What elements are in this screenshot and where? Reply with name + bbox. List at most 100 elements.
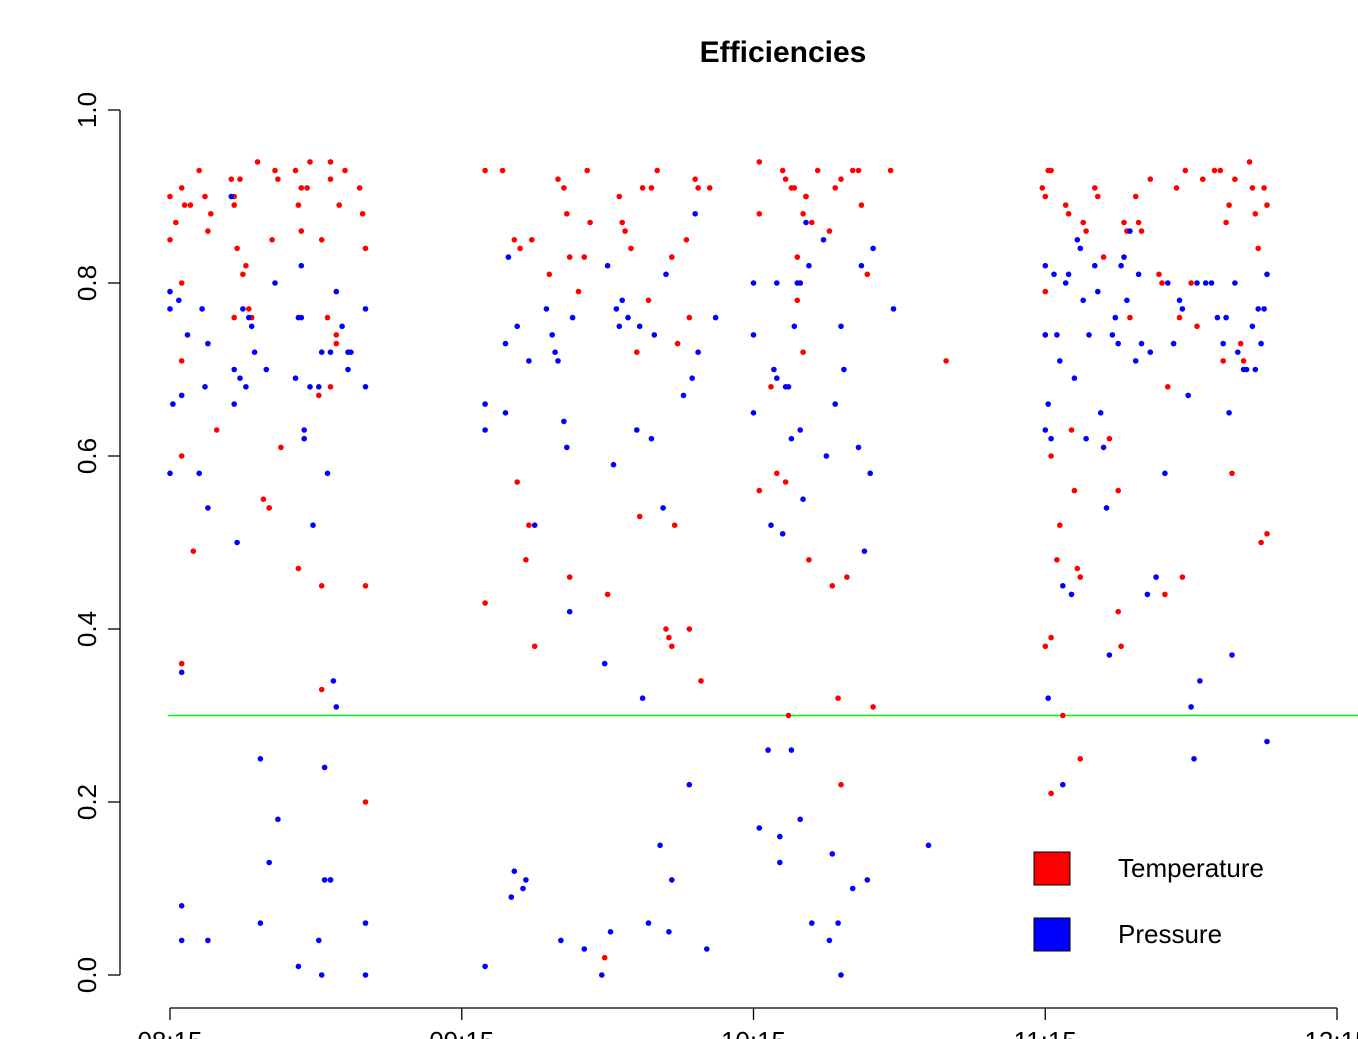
pressure-series — [167, 193, 1270, 978]
temperature-point — [555, 176, 561, 182]
pressure-point — [1264, 738, 1270, 745]
pressure-point — [925, 842, 932, 849]
pressure-point — [318, 972, 325, 978]
pressure-point — [774, 375, 780, 382]
temperature-point — [564, 211, 570, 217]
temperature-point — [316, 392, 322, 399]
temperature-point — [362, 583, 369, 589]
pressure-point — [797, 427, 803, 433]
temperature-point — [683, 237, 690, 243]
temperature-point — [779, 167, 786, 174]
temperature-point — [275, 176, 281, 182]
pressure-point — [526, 358, 532, 364]
pressure-point — [645, 920, 652, 926]
pressure-point — [362, 920, 369, 926]
pressure-point — [636, 323, 643, 330]
pressure-point — [704, 946, 710, 952]
temperature-point — [333, 340, 340, 347]
x-axis: 08:15 09:15 10:15 11:15 12:15 — [137, 1007, 1358, 1039]
temperature-point — [228, 176, 235, 182]
temperature-point — [517, 245, 523, 252]
pressure-point — [561, 418, 567, 425]
temperature-point — [1065, 211, 1072, 217]
pressure-point — [1112, 314, 1119, 321]
pressure-point — [750, 410, 757, 416]
pressure-point — [333, 288, 340, 295]
temperature-point — [794, 254, 801, 260]
pressure-point — [1255, 306, 1261, 312]
temperature-point — [1068, 427, 1075, 433]
temperature-point — [1048, 453, 1054, 459]
pressure-point — [829, 851, 836, 857]
temperature-point — [1156, 271, 1162, 278]
temperature-point — [695, 185, 701, 191]
pressure-point — [1097, 410, 1104, 416]
pressure-point — [523, 877, 529, 883]
temperature-point — [870, 704, 876, 710]
pressure-point — [202, 384, 208, 390]
temperature-point — [692, 176, 698, 182]
temperature-point — [838, 781, 844, 788]
pressure-point — [1060, 781, 1066, 788]
pressure-point — [1162, 470, 1168, 477]
pressure-point — [1057, 358, 1063, 364]
y-tick-label: 0.0 — [72, 957, 102, 993]
temperature-point — [173, 219, 179, 226]
temperature-point — [1182, 167, 1189, 174]
temperature-point — [1159, 280, 1165, 286]
pressure-point — [823, 453, 830, 459]
temperature-point — [669, 254, 675, 260]
pressure-point — [803, 219, 809, 226]
pressure-point — [318, 349, 325, 356]
pressure-point — [228, 193, 235, 200]
temperature-point — [1057, 522, 1063, 528]
temperature-point — [791, 185, 798, 191]
temperature-point — [531, 643, 538, 650]
temperature-point — [178, 185, 185, 191]
pressure-point — [257, 920, 264, 926]
pressure-legend-swatch — [1033, 917, 1071, 952]
pressure-point — [604, 262, 611, 269]
pressure-point — [1121, 254, 1127, 260]
pressure-point — [639, 695, 646, 701]
pressure-point — [849, 885, 856, 892]
pressure-point — [1188, 704, 1194, 710]
pressure-point — [1202, 280, 1209, 286]
pressure-point — [788, 435, 795, 442]
temperature-point — [1220, 358, 1226, 364]
temperature-point — [800, 211, 806, 217]
pressure-point — [348, 349, 354, 356]
temperature-point — [838, 176, 844, 182]
pressure-point — [890, 306, 897, 312]
temperature-point — [336, 202, 343, 208]
pressure-point — [768, 522, 774, 528]
temperature-point — [1252, 211, 1259, 217]
pressure-point — [1086, 332, 1092, 338]
temperature-point — [800, 349, 806, 356]
temperature-point — [514, 479, 520, 485]
temperature-point — [628, 245, 634, 252]
temperature-point — [482, 167, 488, 174]
pressure-point — [502, 410, 509, 416]
temperature-point — [1147, 176, 1154, 182]
pressure-point — [1138, 340, 1145, 347]
temperature-point — [1071, 487, 1078, 494]
pressure-point — [231, 366, 237, 373]
pressure-point — [581, 946, 588, 952]
pressure-point — [1042, 427, 1049, 433]
temperature-point — [1048, 167, 1054, 174]
pressure-point — [788, 747, 795, 753]
pressure-point — [167, 470, 173, 477]
temperature-point — [511, 237, 518, 243]
temperature-point — [1135, 219, 1142, 226]
pressure-point — [569, 314, 576, 321]
pressure-point — [1243, 366, 1250, 373]
pressure-point — [552, 349, 558, 356]
pressure-point — [1062, 280, 1069, 286]
temperature-point — [1042, 643, 1049, 650]
pressure-point — [1080, 297, 1086, 304]
temperature-point — [243, 262, 249, 269]
pressure-point — [806, 262, 812, 269]
pressure-point — [785, 384, 792, 390]
y-tick-label: 0.2 — [72, 784, 102, 820]
